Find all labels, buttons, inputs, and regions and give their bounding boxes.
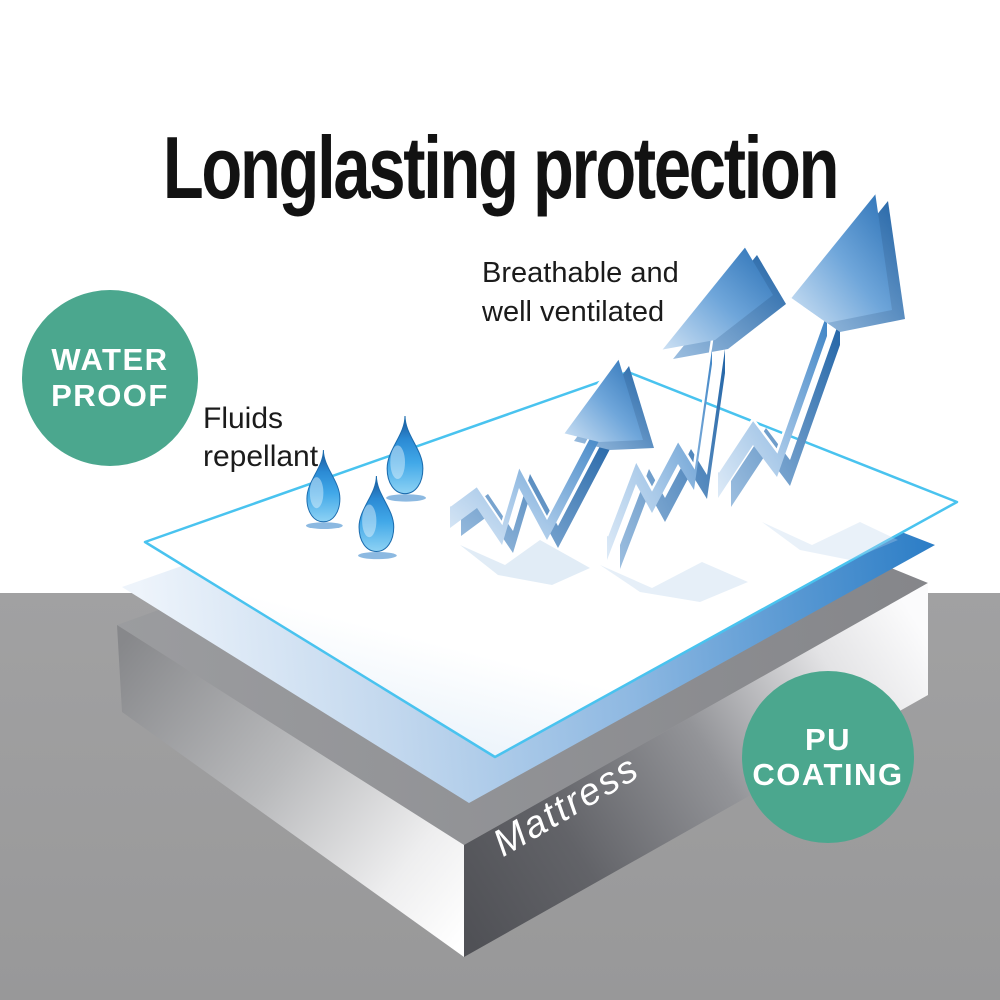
- waterproof-badge-line1: WATER: [51, 342, 169, 377]
- droplet-shadow: [358, 551, 397, 560]
- arrow-band: [718, 310, 827, 498]
- breathable-label-line2: well ventilated: [482, 296, 665, 328]
- arrow-head: [660, 246, 773, 350]
- arrow-shadow: [460, 540, 590, 585]
- arrow-extrusion: [731, 319, 840, 507]
- arrow-head-highlight: [788, 190, 877, 299]
- water-droplet: [386, 415, 424, 495]
- droplet-highlight: [309, 477, 324, 509]
- growth-arrow-3: [716, 190, 905, 507]
- fluids-repellant-label: Fluids repellant: [203, 400, 318, 476]
- pu-coating-badge: PU COATING: [742, 671, 914, 843]
- breathable-label-line1: Breathable and: [482, 257, 679, 289]
- waterproof-badge: WATER PROOF: [22, 290, 198, 466]
- arrow-band-highlight: [449, 418, 600, 526]
- droplet-shadow: [305, 522, 343, 530]
- arrow-shadow: [600, 562, 748, 602]
- arrow-band-highlight: [716, 309, 829, 473]
- waterproof-badge-line2: PROOF: [51, 378, 169, 413]
- pu-coating-badge-line2: COATING: [752, 757, 904, 792]
- droplet-highlight: [362, 504, 377, 538]
- arrow-head-highlight: [658, 244, 746, 352]
- pu-coating-badge-line1: PU: [804, 722, 852, 757]
- fluids-label-line2: repellant: [203, 440, 319, 473]
- arrow-shadow: [762, 522, 898, 560]
- fluids-label-line1: Fluids: [203, 402, 284, 435]
- water-droplet: [358, 475, 395, 552]
- arrow-head: [563, 358, 643, 442]
- mattress-left-face: [117, 625, 464, 957]
- breathable-label: Breathable and well ventilated: [482, 254, 679, 332]
- arrow-band: [450, 419, 599, 545]
- growth-arrow-2: [605, 244, 786, 569]
- water-droplet: [306, 449, 341, 523]
- page-title: Longlasting protection: [162, 117, 840, 217]
- water-droplets: [305, 415, 426, 560]
- arrow-head-highlight: [561, 357, 620, 434]
- droplet-shadow: [386, 494, 426, 502]
- arrow-head: [790, 192, 892, 323]
- growth-arrow-1: [449, 357, 654, 553]
- arrow-band-highlight: [605, 339, 714, 537]
- droplet-highlight: [390, 445, 405, 479]
